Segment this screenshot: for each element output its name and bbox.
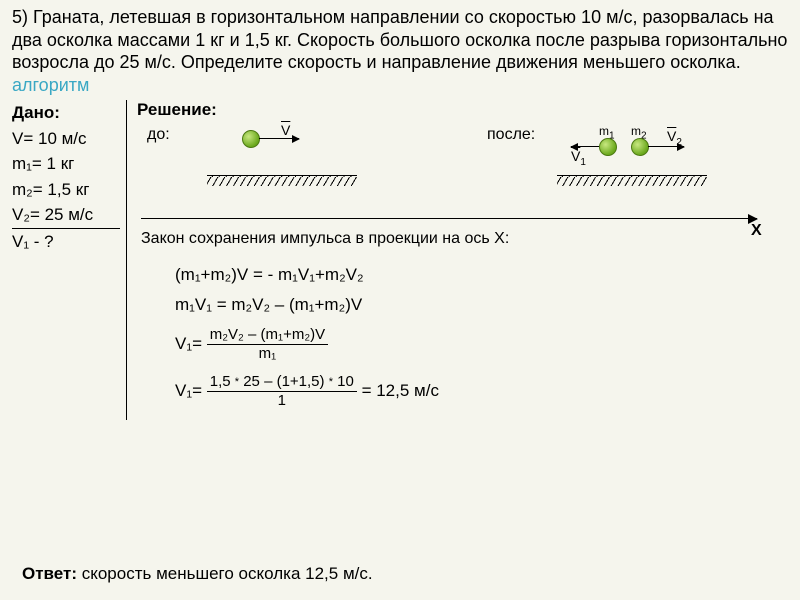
given-line: V= 10 м/с — [12, 126, 120, 152]
given-line: m₂= 1,5 кг — [12, 177, 120, 203]
ground-after — [557, 175, 707, 186]
ball-m1 — [599, 138, 617, 156]
x-axis — [141, 218, 757, 219]
problem-text: 5) Граната, летевшая в горизонтальном на… — [12, 7, 787, 72]
solution-header: Решение: — [137, 100, 788, 120]
equation-4: V₁= 1,5 * 25 – (1+1,5) * 101 = 12,5 м/с — [175, 373, 788, 410]
equation-1: (m₁+m₂)V = - m₁V₁+m₂V₂ — [175, 265, 788, 285]
equation-2: m₁V₁ = m₂V₂ – (m₁+m₂)V — [175, 295, 788, 315]
ball-m2 — [631, 138, 649, 156]
problem-statement: 5) Граната, летевшая в горизонтальном на… — [0, 0, 800, 100]
diagram: до: V после: m1 V1 m2 V2 X Закон сохране… — [137, 120, 777, 245]
v2-label: V2 — [667, 128, 682, 148]
axis-label: X — [751, 222, 762, 240]
given-block: Дано: V= 10 м/с m₁= 1 кг m₂= 1,5 кг V₂= … — [12, 100, 127, 420]
arrow-v1 — [571, 146, 599, 147]
law-text: Закон сохранения импульса в проекции на … — [141, 230, 509, 248]
arrow-v — [259, 138, 299, 139]
after-label: после: — [487, 126, 535, 144]
equations: (m₁+m₂)V = - m₁V₁+m₂V₂ m₁V₁ = m₂V₂ – (m₁… — [137, 245, 788, 410]
given-header: Дано: — [12, 100, 120, 126]
ground-before — [207, 175, 357, 186]
given-line: V₂= 25 м/с — [12, 202, 120, 229]
answer: Ответ: скорость меньшего осколка 12,5 м/… — [22, 564, 373, 584]
algorithm-link[interactable]: алгоритм — [12, 75, 89, 95]
v1-label: V1 — [571, 148, 586, 168]
given-line: m₁= 1 кг — [12, 151, 120, 177]
equation-3: V₁= m₂V₂ – (m₁+m₂)Vm₁ — [175, 326, 788, 363]
given-unknown: V₁ - ? — [12, 229, 120, 255]
answer-label: Ответ: — [22, 564, 82, 583]
solution-block: Решение: до: V после: m1 V1 m2 V2 X Зако… — [127, 100, 788, 420]
v-label: V — [281, 122, 290, 138]
ball-before — [242, 130, 260, 148]
answer-text: скорость меньшего осколка 12,5 м/с. — [82, 564, 373, 583]
before-label: до: — [147, 126, 170, 144]
